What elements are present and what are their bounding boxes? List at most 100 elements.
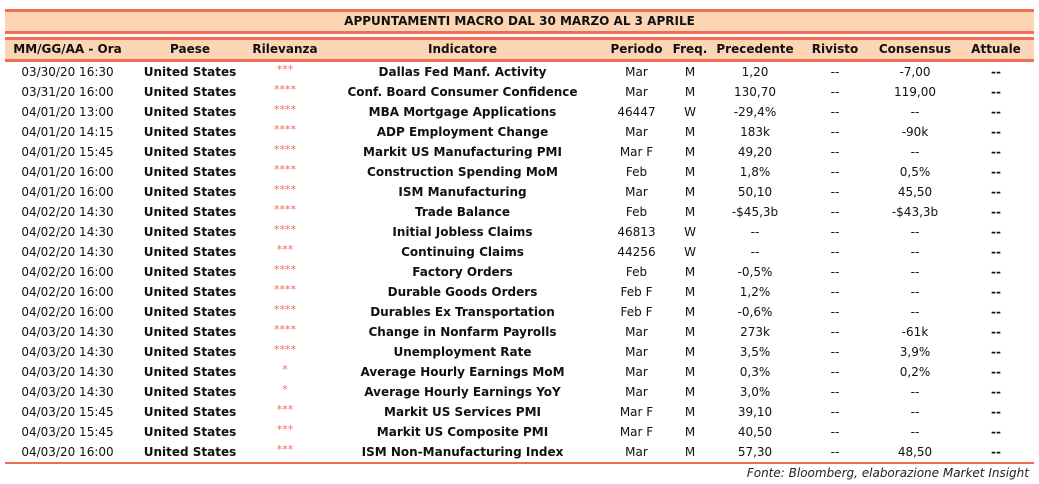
cell-previous: -29,4%: [733, 105, 777, 119]
cell-revised: --: [830, 445, 840, 459]
cell-frequency: M: [684, 265, 696, 279]
cell-date-time: 03/31/20 16:00: [21, 85, 114, 99]
table-row: 04/01/20 16:00 United States **** ISM Manuf…: [5, 182, 1034, 202]
cell-frequency: M: [684, 185, 696, 199]
cell-period: Feb F: [620, 305, 653, 319]
cell-previous: -$45,3b: [731, 205, 779, 219]
cell-previous: -0,5%: [737, 265, 773, 279]
cell-period: Mar: [625, 65, 648, 79]
table-row: 04/03/20 14:30 United States * Average Hour…: [5, 382, 1034, 402]
cell-country: United States: [143, 205, 237, 219]
cell-consensus: --: [910, 145, 920, 159]
cell-actual: --: [991, 345, 1001, 359]
cell-actual: --: [991, 325, 1001, 339]
cell-relevance: ****: [274, 143, 296, 156]
cell-previous: 273k: [740, 325, 770, 339]
cell-indicator: Trade Balance: [414, 205, 511, 219]
cell-frequency: M: [684, 205, 696, 219]
column-header-relevance: Rilevanza: [252, 42, 318, 56]
cell-relevance: ****: [274, 283, 296, 296]
cell-revised: --: [830, 145, 840, 159]
cell-previous: --: [750, 225, 760, 239]
cell-frequency: M: [684, 365, 696, 379]
cell-relevance: ***: [276, 423, 294, 436]
cell-frequency: M: [684, 325, 696, 339]
cell-period: Mar: [625, 185, 648, 199]
cell-frequency: M: [684, 125, 696, 139]
cell-date-time: 03/30/20 16:30: [21, 65, 114, 79]
source-note: Fonte: Bloomberg, elaborazione Market In…: [746, 466, 1029, 480]
cell-date-time: 04/02/20 14:30: [21, 245, 114, 259]
cell-country: United States: [143, 225, 237, 239]
cell-date-time: 04/03/20 14:30: [21, 325, 114, 339]
cell-frequency: M: [684, 425, 696, 439]
cell-actual: --: [991, 205, 1001, 219]
table-row: 03/31/20 16:00 United States **** Conf. Boa…: [5, 82, 1034, 102]
cell-previous: 130,70: [734, 85, 776, 99]
cell-revised: --: [830, 285, 840, 299]
cell-period: 46447: [617, 105, 656, 119]
header-row: MM/GG/AA - Ora Paese Rilevanza Indicatore Pe…: [5, 37, 1034, 62]
cell-date-time: 04/02/20 16:00: [21, 305, 114, 319]
cell-relevance: ****: [274, 203, 296, 216]
cell-country: United States: [143, 165, 237, 179]
cell-revised: --: [830, 165, 840, 179]
cell-country: United States: [143, 445, 237, 459]
cell-revised: --: [830, 205, 840, 219]
cell-date-time: 04/03/20 14:30: [21, 365, 114, 379]
table-row: 03/30/20 16:30 United States *** Dallas Fed…: [5, 62, 1034, 82]
cell-relevance: ***: [276, 243, 294, 256]
cell-revised: --: [830, 345, 840, 359]
cell-consensus: --: [910, 265, 920, 279]
cell-revised: --: [830, 365, 840, 379]
cell-revised: --: [830, 325, 840, 339]
table-row: 04/03/20 14:30 United States **** Change in…: [5, 322, 1034, 342]
cell-indicator: Continuing Claims: [401, 245, 524, 259]
cell-consensus: --: [910, 105, 920, 119]
cell-previous: 39,10: [737, 405, 773, 419]
cell-country: United States: [143, 85, 237, 99]
cell-relevance: ****: [274, 223, 296, 236]
cell-period: Mar F: [619, 425, 654, 439]
cell-previous: 183k: [740, 125, 770, 139]
cell-indicator: Durables Ex Transportation: [370, 305, 555, 319]
cell-date-time: 04/01/20 16:00: [21, 185, 114, 199]
cell-actual: --: [991, 305, 1001, 319]
cell-actual: --: [991, 405, 1001, 419]
macro-calendar-table: APPUNTAMENTI MACRO DAL 30 MARZO AL 3 APR…: [5, 9, 1034, 464]
cell-relevance: ****: [274, 263, 296, 276]
cell-consensus: 0,5%: [899, 165, 931, 179]
cell-frequency: M: [684, 305, 696, 319]
column-header-period: Periodo: [610, 42, 663, 56]
cell-actual: --: [991, 365, 1001, 379]
cell-actual: --: [991, 245, 1001, 259]
cell-frequency: M: [684, 145, 696, 159]
cell-country: United States: [143, 125, 237, 139]
cell-actual: --: [991, 225, 1001, 239]
cell-relevance: ***: [276, 403, 294, 416]
cell-consensus: 3,9%: [899, 345, 931, 359]
cell-previous: 1,20: [741, 65, 769, 79]
table-row: 04/02/20 14:30 United States **** Initial J…: [5, 222, 1034, 242]
table-row: 04/02/20 14:30 United States **** Trade Bal…: [5, 202, 1034, 222]
cell-previous: --: [750, 245, 760, 259]
cell-date-time: 04/02/20 16:00: [21, 265, 114, 279]
cell-indicator: Change in Nonfarm Payrolls: [368, 325, 557, 339]
cell-previous: -0,6%: [737, 305, 773, 319]
cell-country: United States: [143, 185, 237, 199]
cell-period: Feb: [625, 205, 648, 219]
cell-country: United States: [143, 105, 237, 119]
cell-country: United States: [143, 145, 237, 159]
cell-actual: --: [991, 265, 1001, 279]
cell-revised: --: [830, 105, 840, 119]
cell-actual: --: [991, 125, 1001, 139]
column-header-date-time: MM/GG/AA - Ora: [13, 42, 122, 56]
cell-country: United States: [143, 385, 237, 399]
cell-country: United States: [143, 365, 237, 379]
cell-relevance: ****: [274, 303, 296, 316]
table-row: 04/01/20 13:00 United States **** MBA Mortg…: [5, 102, 1034, 122]
table-body: 03/30/20 16:30 United States *** Dallas Fed…: [5, 62, 1034, 464]
cell-period: Mar: [625, 385, 648, 399]
cell-consensus: --: [910, 425, 920, 439]
cell-period: 44256: [617, 245, 656, 259]
